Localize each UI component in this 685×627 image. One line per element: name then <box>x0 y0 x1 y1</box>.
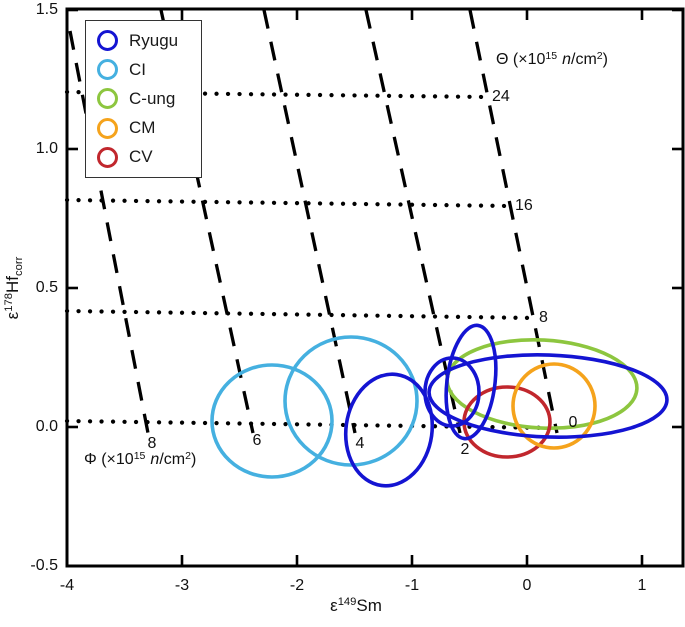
phi-line-value: 6 <box>252 432 262 449</box>
phi-line-value: 0 <box>568 414 578 431</box>
legend-item-ryugu: Ryugu <box>97 30 201 52</box>
theta-unit-n: n <box>562 51 571 68</box>
phi-grid-line <box>68 30 150 434</box>
ryugu-ellipse-icon <box>97 30 118 52</box>
x-tick-label: -2 <box>289 577 305 594</box>
phi-line-value: 2 <box>460 441 470 458</box>
confidence-ellipse-c-ung <box>445 337 639 431</box>
legend-item-c-ung: C-ung <box>97 88 201 110</box>
legend-label-cv: CV <box>129 147 153 167</box>
y-title-subscript: corr <box>12 256 25 277</box>
theta-unit-exp: 2 <box>596 49 603 62</box>
confidence-ellipse-ryugu <box>343 372 435 488</box>
legend-label-ci: CI <box>129 59 146 79</box>
y-title-epsilon: ε <box>3 311 22 320</box>
c-ung-ellipse-icon <box>97 88 118 110</box>
x-tick-label: -3 <box>174 577 190 594</box>
x-axis-title: ε149Sm <box>286 596 426 616</box>
x-tick-label: 0 <box>522 577 532 594</box>
phi-grid-line <box>364 9 462 434</box>
confidence-ellipse-ci <box>210 363 334 479</box>
legend-item-cv: CV <box>97 146 201 168</box>
phi-unit-per: /cm <box>159 451 186 468</box>
confidence-ellipse-ci <box>283 335 419 467</box>
x-title-element: Sm <box>356 596 382 615</box>
phi-close-paren: ) <box>190 451 197 468</box>
legend-item-ci: CI <box>97 59 201 81</box>
phi-unit-n: n <box>150 451 160 468</box>
theta-grid-line <box>64 418 558 431</box>
theta-exponent: 15 <box>545 49 558 62</box>
legend-label-cm: CM <box>129 118 156 138</box>
phi-grid-line <box>262 9 357 434</box>
x-tick-label: -1 <box>404 577 420 594</box>
theta-grid-line <box>64 197 512 209</box>
theta-line-value: 8 <box>539 309 548 326</box>
legend-label-c-ung: C-ung <box>129 88 176 108</box>
y-tick-label: 0.5 <box>35 279 58 296</box>
y-tick-label: -0.5 <box>30 557 58 574</box>
phi-exponent: 15 <box>133 449 146 462</box>
theta-grid-line <box>64 308 536 321</box>
cv-ellipse-icon <box>97 146 118 168</box>
theta-line-value: 24 <box>492 88 510 105</box>
theta-fluence-axis-label: Θ (×1015 n/cm2) <box>496 49 608 69</box>
phi-fluence-axis-label: Φ (×1015 n/cm2) <box>84 449 197 469</box>
phi-unit-exp: 2 <box>185 449 191 462</box>
confidence-ellipse-ryugu <box>444 323 498 441</box>
x-tick-label: 1 <box>637 577 647 594</box>
legend-item-cm: CM <box>97 117 201 139</box>
legend-label-ryugu: Ryugu <box>129 30 179 50</box>
x-title-mass-number: 149 <box>337 596 357 609</box>
confidence-ellipse-ryugu <box>427 353 669 439</box>
phi-line-value: 4 <box>355 435 365 452</box>
y-tick-label: 0.0 <box>35 418 58 435</box>
phi-line-value: 8 <box>147 435 157 452</box>
legend-box: Ryugu CI C-ung CM CV <box>85 20 202 178</box>
phi-symbol: Φ (×10 <box>84 451 134 468</box>
phi-grid-line <box>468 9 559 434</box>
theta-symbol: Θ (×10 <box>496 51 546 68</box>
theta-line-value: 16 <box>515 197 533 214</box>
theta-unit-per: /cm <box>571 51 597 68</box>
y-tick-label: 1.0 <box>35 140 58 157</box>
y-tick-label: 1.5 <box>35 1 58 18</box>
theta-close-paren: ) <box>602 51 608 68</box>
x-title-epsilon: ε <box>330 596 338 615</box>
ci-ellipse-icon <box>97 59 118 81</box>
x-tick-label: -4 <box>59 577 75 594</box>
confidence-ellipse-cm <box>511 362 597 450</box>
cm-ellipse-icon <box>97 117 118 139</box>
